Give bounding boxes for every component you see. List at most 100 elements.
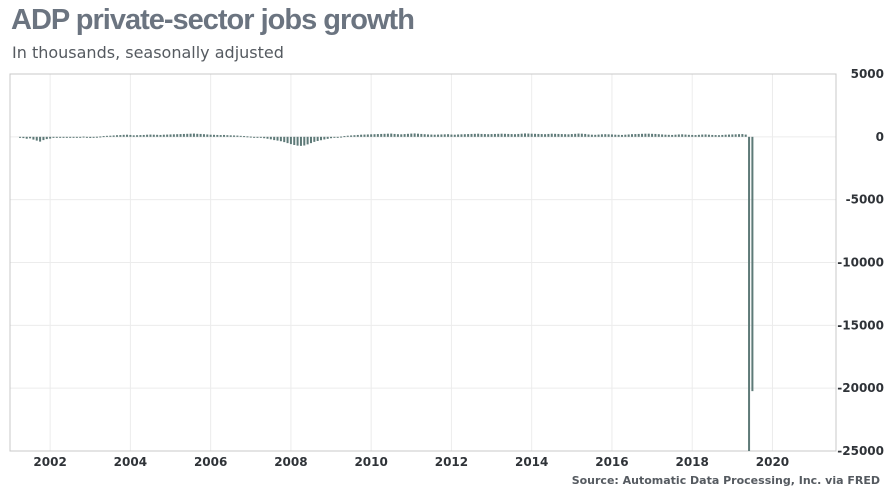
bar [564,134,567,137]
bar [687,134,690,137]
bar [440,134,443,137]
bar [557,133,560,137]
bar [607,134,610,137]
bar [116,135,119,137]
y-tick-label: -25000 [837,444,884,458]
bar [223,134,226,137]
bar [423,134,426,137]
bar [731,134,734,137]
bar [139,135,142,137]
bar [537,133,540,137]
bar [627,134,630,137]
bar [634,134,637,137]
bar [707,134,710,137]
bar [35,136,38,141]
bar [283,136,286,143]
bar [25,136,28,139]
bar [577,133,580,137]
bar [500,133,503,137]
bar [246,136,249,138]
bar [637,133,640,137]
bar [697,134,700,137]
bar [420,133,423,137]
bar [587,134,590,137]
bar [594,134,597,137]
bar [159,134,162,137]
y-tick-label: -10000 [837,256,884,270]
bar [674,134,677,137]
y-tick-label: -15000 [837,318,884,332]
x-tick-label: 2014 [515,455,548,469]
bar [340,136,343,138]
bar [336,136,339,138]
bar [487,134,490,137]
bar [269,136,272,140]
bar [119,135,122,137]
bar [350,135,353,137]
bar [416,133,419,137]
bar [112,135,115,137]
bar [671,134,674,137]
bar [85,136,88,138]
bar [480,133,483,137]
bar [95,136,98,138]
bar [273,136,276,141]
bar [152,134,155,137]
bar [266,136,269,139]
bar [105,135,108,137]
bar [738,134,741,137]
bar [467,134,470,137]
bar [166,134,169,137]
bar [216,134,219,137]
bar [356,134,359,137]
bar [39,136,42,142]
bar [694,135,697,137]
x-tick-label: 2020 [756,455,789,469]
x-tick-label: 2010 [354,455,387,469]
bar [226,135,229,137]
x-tick-label: 2018 [675,455,708,469]
bar [620,134,623,137]
bar [727,134,730,137]
bar [490,134,493,137]
bar [507,133,510,137]
bar [243,136,246,138]
bar [741,134,744,137]
bar [460,134,463,137]
bar [316,136,319,141]
bar [366,134,369,137]
bar [631,134,634,137]
bar [249,136,252,138]
bar [624,134,627,137]
bar [169,134,172,137]
bar [146,134,149,137]
bar [410,133,413,137]
bar [253,136,256,138]
bar [330,136,333,139]
bar [413,133,416,137]
bar [370,134,373,137]
bar [49,136,52,139]
chart-title: ADP private-sector jobs growth [11,4,415,36]
bar [386,133,389,137]
bar [443,134,446,137]
bar [376,134,379,137]
bar [346,135,349,137]
bar [457,134,460,137]
bar [52,136,55,138]
bar [289,136,292,145]
bar [363,134,366,137]
bar [279,136,282,142]
bar [79,136,82,138]
bar [470,133,473,137]
bar [75,136,78,138]
bar [353,135,356,137]
bar [209,134,212,137]
bar [647,133,650,137]
bar [513,134,516,137]
bar [109,135,112,137]
bar [580,133,583,137]
x-tick-label: 2012 [435,455,468,469]
bar [92,136,95,138]
bar [483,134,486,137]
